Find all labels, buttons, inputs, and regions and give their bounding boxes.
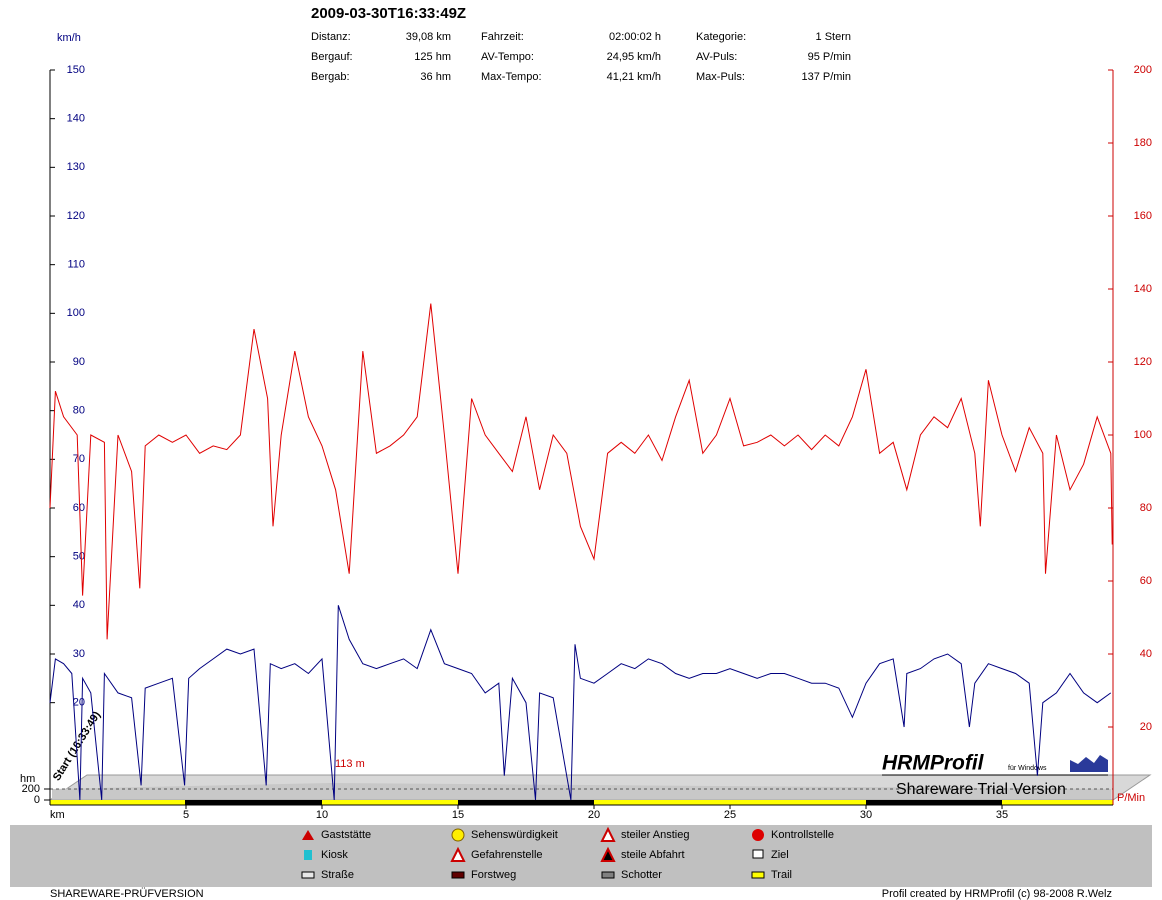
stat-label: AV-Puls: [696,51,737,63]
x-tick-label: 15 [452,809,464,821]
legend-label: Gaststätte [321,829,371,841]
y-tick-label: 100 [67,307,85,319]
legend-label: Kiosk [321,849,348,861]
legend-panel [10,825,1152,887]
y2-tick-label: 160 [1134,210,1152,222]
watermark-title: HRMProfil [882,752,985,775]
stat-value: 02:00:02 h [609,31,661,43]
stat-label: AV-Tempo: [481,51,534,63]
elevation-tick-label: 0 [34,794,40,806]
stat-value: 1 Stern [816,31,851,43]
y-tick-label: 30 [73,648,85,660]
stat-value: 125 hm [414,51,451,63]
legend-icon [751,871,765,879]
data-line [49,605,1112,801]
legend-label: Kontrollstelle [771,829,834,841]
x-tick-label: 25 [724,809,736,821]
elevation-profile [52,783,1111,799]
y2-tick-label: 180 [1134,137,1152,149]
x-tick-label: 35 [996,809,1008,821]
legend-icon [304,850,312,860]
y2-tick-label: 80 [1140,502,1152,514]
elevation-label: hm [20,773,35,785]
y-tick-label: 90 [73,356,85,368]
legend-label: Straße [321,869,354,881]
footer-right: Profil created by HRMProfil (c) 98-2008 … [882,888,1112,900]
legend-icon [601,871,615,879]
legend-icon [450,846,466,862]
legend-label: steile Abfahrt [621,849,685,861]
legend-label: steiler Anstieg [621,829,689,841]
legend-label: Schotter [621,869,662,881]
elevation-tick-label: 200 [22,783,40,795]
stat-value: 24,95 km/h [607,51,661,63]
legend-icon [451,871,465,879]
stat-label: Max-Puls: [696,71,745,83]
legend-icon [451,828,465,842]
y2-tick-label: 120 [1134,356,1152,368]
y2-axis-label: P/Min [1117,792,1145,804]
stat-label: Bergab: [311,71,350,83]
footer-left: SHAREWARE-PRÜFVERSION [50,888,204,900]
x-tick-label: 30 [860,809,872,821]
chart-title: 2009-03-30T16:33:49Z [311,5,466,22]
legend-icon [600,826,616,842]
watermark-subtitle: für Windows [1008,765,1047,772]
y-tick-label: 70 [73,453,85,465]
y-tick-label: 80 [73,405,85,417]
start-label: Start (16:33:49) [51,709,103,783]
legend-label: Ziel [771,849,789,861]
surface-bar [185,800,322,805]
elevation-annotation: 113 m [335,758,365,770]
y-tick-label: 40 [73,599,85,611]
stat-value: 41,21 km/h [607,71,661,83]
y-tick-label: 20 [73,697,85,709]
stat-label: Bergauf: [311,51,353,63]
y2-tick-label: 200 [1134,64,1152,76]
y-tick-label: 110 [67,259,85,271]
x-tick-label: 20 [588,809,600,821]
stat-value: 95 P/min [808,51,851,63]
legend-label: Forstweg [471,869,516,881]
surface-bar [866,800,1002,805]
y2-tick-label: 40 [1140,648,1152,660]
watermark-icon [1070,755,1108,772]
y-tick-label: 140 [67,113,85,125]
stat-label: Kategorie: [696,31,746,43]
legend-icon [752,849,764,859]
stat-label: Fahrzeit: [481,31,524,43]
stat-label: Max-Tempo: [481,71,542,83]
legend-label: Gefahrenstelle [471,849,543,861]
y-tick-label: 130 [67,161,85,173]
legend-icon [302,830,314,840]
y-tick-label: 150 [67,64,85,76]
x-tick-label: 5 [183,809,189,821]
surface-bar [458,800,594,805]
x-axis-label: km [50,809,65,821]
y2-tick-label: 20 [1140,721,1152,733]
y2-tick-label: 140 [1134,283,1152,295]
legend-label: Trail [771,869,792,881]
x-tick-label: 10 [316,809,328,821]
data-line [49,303,1113,640]
legend-icon [752,829,764,841]
watermark-note: Shareware Trial Version [896,781,1066,798]
y2-tick-label: 100 [1134,429,1152,441]
legend-icon [600,846,616,862]
stat-label: Distanz: [311,31,351,43]
legend-icon [301,871,315,879]
legend-label: Sehenswürdigkeit [471,829,558,841]
y-axis-label: km/h [57,32,81,44]
stat-value: 137 P/min [801,71,851,83]
y2-tick-label: 60 [1140,575,1152,587]
y-tick-label: 120 [67,210,85,222]
y-tick-label: 50 [73,551,85,563]
y-tick-label: 60 [73,502,85,514]
stat-value: 39,08 km [406,31,451,43]
stat-value: 36 hm [420,71,451,83]
